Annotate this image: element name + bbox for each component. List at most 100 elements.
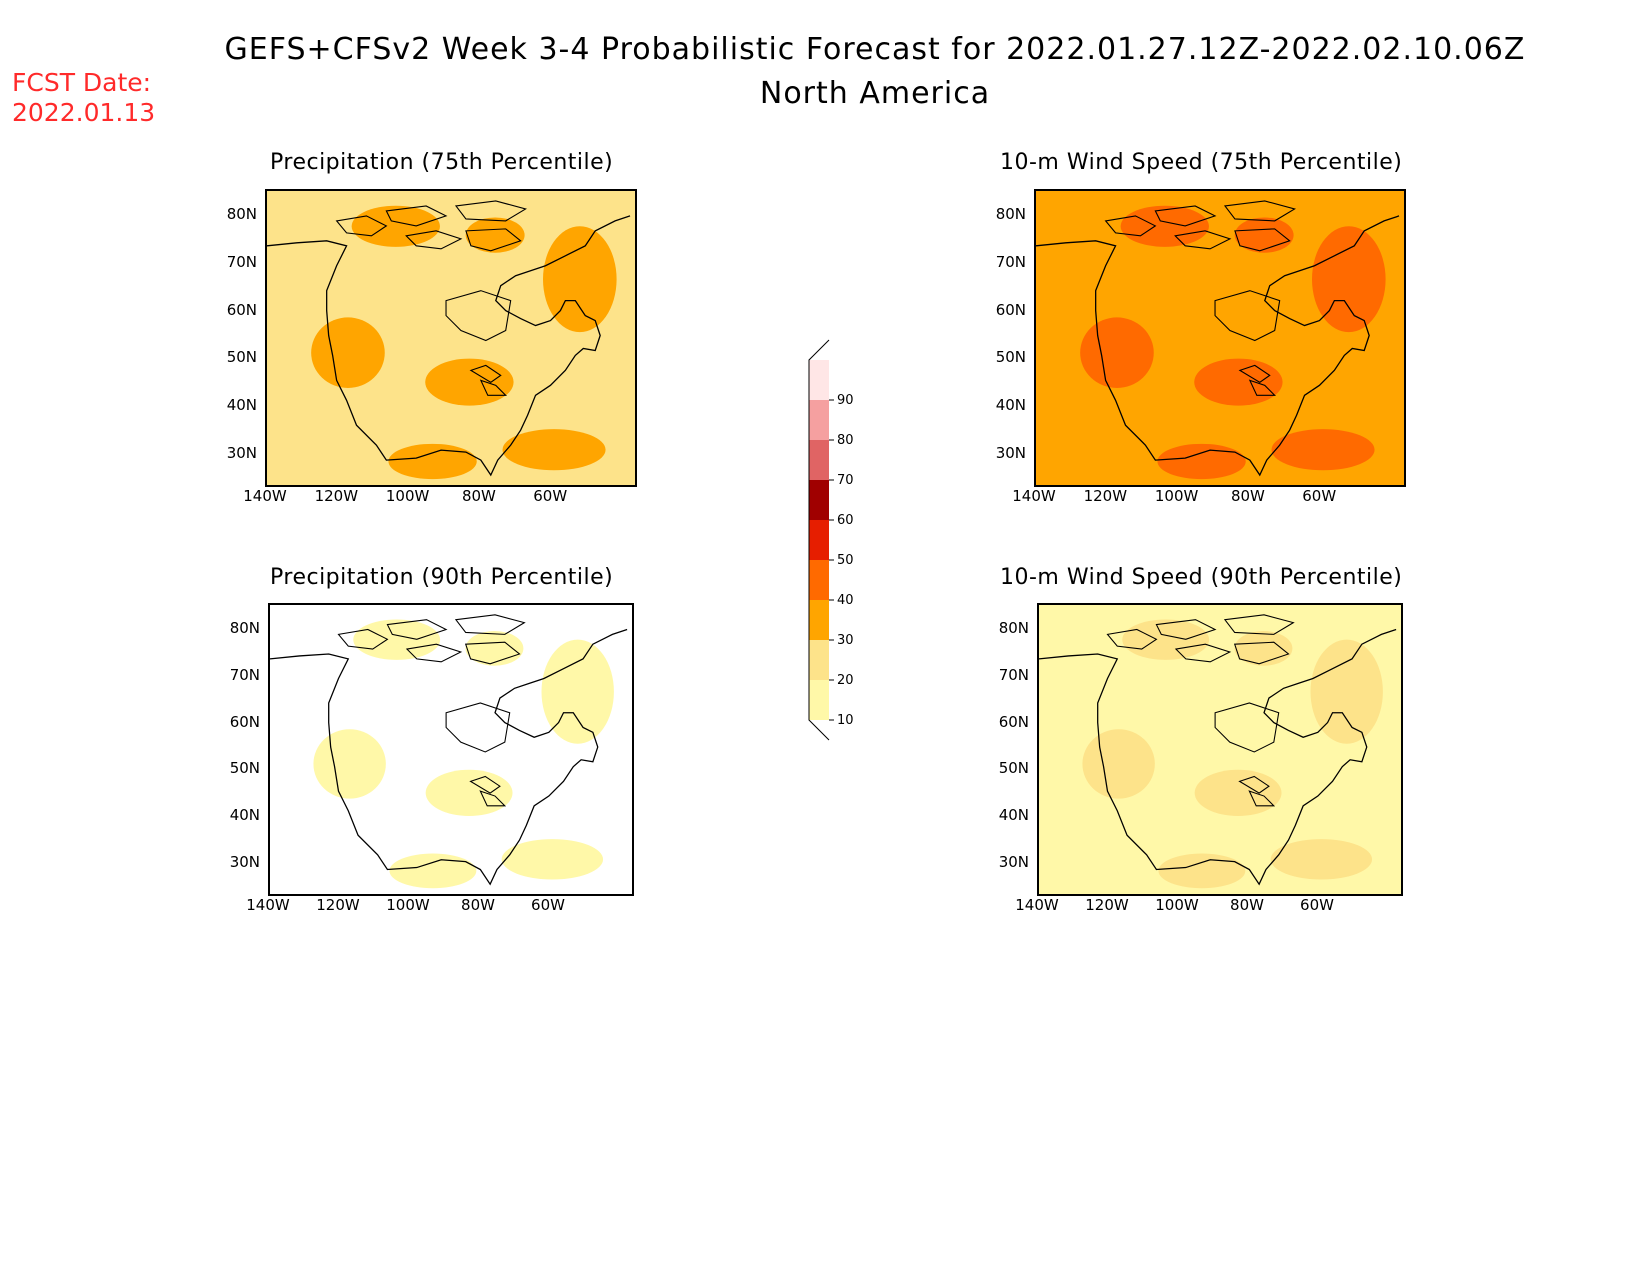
probability-region <box>1194 769 1282 816</box>
probability-region <box>1158 853 1246 889</box>
coastline <box>1036 200 1400 477</box>
panel-title-precip75: Precipitation (75th Percentile) <box>270 150 614 175</box>
lon-tick-label: 140W <box>243 487 287 505</box>
main-title: GEFS+CFSv2 Week 3-4 Probabilistic Foreca… <box>224 32 1526 67</box>
probability-region <box>313 729 386 799</box>
lon-tick-label: 100W <box>1155 896 1199 914</box>
lat-tick-label: 80N <box>995 205 1026 223</box>
panel-title-wind75: 10-m Wind Speed (75th Percentile) <box>1000 150 1403 175</box>
lon-tick-label: 120W <box>1083 487 1128 505</box>
probability-region <box>353 619 441 660</box>
colorbar-label: 40 <box>837 593 854 608</box>
coastline <box>270 614 628 886</box>
lat-tick-label: 70N <box>998 665 1029 684</box>
lon-tick-label: 120W <box>1085 896 1129 914</box>
lon-tick-label: 120W <box>316 896 360 914</box>
lat-tick-label: 30N <box>995 444 1026 462</box>
probability-region <box>1270 839 1373 880</box>
lat-tick-label: 30N <box>226 444 257 462</box>
map-precip90 <box>268 603 634 896</box>
colorbar-segment <box>809 520 829 560</box>
probability-region <box>543 226 617 333</box>
panel-title-precip90: Precipitation (90th Percentile) <box>270 565 614 590</box>
region-subtitle: North America <box>759 76 991 111</box>
lon-tick-label: 80W <box>1230 487 1265 505</box>
probability-region <box>465 631 524 666</box>
colorbar-label: 90 <box>837 393 854 408</box>
panel-title-wind90: 10-m Wind Speed (90th Percentile) <box>1000 565 1403 590</box>
probability-region <box>425 358 514 406</box>
fcst-date-label: FCST Date: <box>12 68 152 97</box>
lon-tick-label: 140W <box>1015 896 1059 914</box>
lon-tick-label: 80W <box>461 487 496 505</box>
colorbar-segment <box>809 480 829 520</box>
coastline <box>1039 614 1397 886</box>
probability-region <box>1157 443 1246 480</box>
colorbar-segment <box>809 600 829 640</box>
lat-tick-label: 70N <box>229 665 260 684</box>
probability-region <box>351 205 440 247</box>
probability-region <box>501 839 604 880</box>
colorbar-label: 30 <box>837 633 854 648</box>
lat-tick-label: 60N <box>995 300 1026 319</box>
lon-tick-label: 100W <box>386 896 430 914</box>
colorbar-segment <box>809 440 829 480</box>
map-wind90 <box>1037 603 1403 896</box>
colorbar-label: 80 <box>837 433 854 448</box>
probability-region <box>1310 639 1383 744</box>
probability-region <box>425 769 513 816</box>
colorbar-outline <box>808 339 830 741</box>
colorbar-label: 50 <box>837 553 854 568</box>
lon-tick-label: 120W <box>314 487 359 505</box>
probability-region <box>388 443 477 480</box>
probability-region <box>1271 429 1375 471</box>
probability-region <box>1194 358 1283 406</box>
probability-region <box>1122 619 1210 660</box>
probability-region <box>1080 317 1154 388</box>
lon-tick-label: 60W <box>531 896 565 914</box>
lon-tick-label: 60W <box>1302 487 1337 505</box>
lat-tick-label: 40N <box>998 806 1029 825</box>
lon-tick-label: 80W <box>1230 896 1264 914</box>
lat-tick-label: 70N <box>226 252 257 271</box>
lon-tick-label: 60W <box>533 487 568 505</box>
lat-tick-label: 70N <box>995 252 1026 271</box>
lat-tick-label: 50N <box>998 759 1029 778</box>
colorbar-segment <box>809 640 829 680</box>
colorbar-segment <box>809 680 829 720</box>
probability-region <box>1120 205 1209 247</box>
lat-tick-label: 30N <box>998 853 1029 871</box>
lat-tick-label: 40N <box>995 396 1026 415</box>
coastline <box>267 200 631 477</box>
lat-tick-label: 80N <box>229 619 260 637</box>
lon-tick-label: 80W <box>461 896 495 914</box>
lat-tick-label: 50N <box>995 348 1026 367</box>
colorbar-label: 70 <box>837 473 854 488</box>
colorbar-label: 10 <box>837 713 854 728</box>
colorbar-segment <box>809 400 829 440</box>
probability-region <box>502 429 606 471</box>
probability-region <box>1082 729 1155 799</box>
lat-tick-label: 40N <box>226 396 257 415</box>
colorbar: 10 20 30 40 50 60 70 80 90 <box>805 330 865 754</box>
probability-region <box>1234 217 1294 253</box>
probability-region <box>1234 631 1293 666</box>
map-wind75 <box>1034 189 1406 487</box>
fcst-date-value: 2022.01.13 <box>12 98 156 127</box>
lat-tick-label: 50N <box>226 348 257 367</box>
lon-tick-label: 100W <box>1154 487 1199 505</box>
lat-tick-label: 80N <box>226 205 257 223</box>
lat-tick-label: 50N <box>229 759 260 778</box>
lat-tick-label: 40N <box>229 806 260 825</box>
lon-tick-label: 100W <box>385 487 430 505</box>
lat-tick-label: 30N <box>229 853 260 871</box>
lat-tick-label: 60N <box>229 712 260 731</box>
colorbar-label: 60 <box>837 513 854 528</box>
probability-region <box>1312 226 1386 333</box>
lat-tick-label: 60N <box>998 712 1029 731</box>
colorbar-segment <box>809 560 829 600</box>
lat-tick-label: 80N <box>998 619 1029 637</box>
colorbar-label: 20 <box>837 673 854 688</box>
lon-tick-label: 140W <box>1012 487 1056 505</box>
probability-region <box>389 853 477 889</box>
